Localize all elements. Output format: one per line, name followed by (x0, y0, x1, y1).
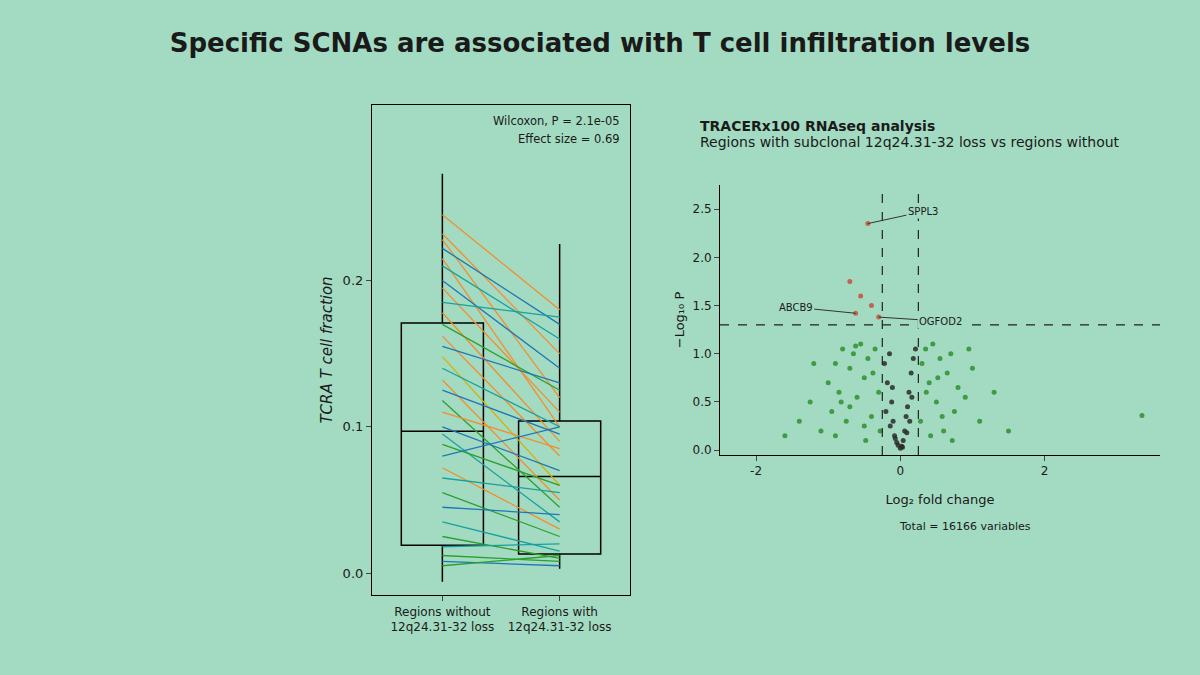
svg-text:2.0: 2.0 (693, 251, 712, 265)
svg-text:Effect size = 0.69: Effect size = 0.69 (518, 132, 620, 146)
svg-text:Log₂ fold change: Log₂ fold change (886, 492, 995, 507)
svg-text:Regions without12q24.31-32 los: Regions without12q24.31-32 loss (390, 605, 494, 635)
svg-text:Regions with12q24.31-32 loss: Regions with12q24.31-32 loss (508, 605, 612, 635)
svg-text:0.0: 0.0 (693, 443, 712, 457)
svg-text:1.0: 1.0 (693, 347, 712, 361)
html-text:Specific SCNAs are associated: Specific SCNAs are associated with T cel… (169, 28, 1031, 58)
svg-text:-2: -2 (750, 464, 762, 478)
html-text:Total = 16166 variables: Total = 16166 variables (900, 520, 1031, 533)
svg-text:−Log₁₀ P: −Log₁₀ P (672, 292, 687, 349)
svg-text:0: 0 (897, 464, 905, 478)
svg-text:TCRA T cell fraction: TCRA T cell fraction (318, 276, 336, 423)
svg-text:2: 2 (1041, 464, 1049, 478)
svg-text:1.5: 1.5 (693, 299, 712, 313)
svg-text:2.5: 2.5 (693, 202, 712, 216)
html-text:Regions with subclonal 12q24.3: Regions with subclonal 12q24.31-32 loss … (700, 134, 1120, 150)
svg-text:0.2: 0.2 (343, 273, 364, 288)
svg-text:0.5: 0.5 (693, 395, 712, 409)
svg-text:0.1: 0.1 (343, 419, 364, 434)
html-text:TRACERx100 RNAseq analysis: TRACERx100 RNAseq analysis (700, 118, 936, 134)
svg-text:OGFOD2: OGFOD2 (919, 316, 962, 327)
svg-text:Wilcoxon, P = 2.1e-05: Wilcoxon, P = 2.1e-05 (493, 114, 620, 128)
svg-text:SPPL3: SPPL3 (908, 206, 938, 217)
svg-text:ABCB9: ABCB9 (779, 302, 813, 313)
svg-text:0.0: 0.0 (343, 566, 364, 581)
